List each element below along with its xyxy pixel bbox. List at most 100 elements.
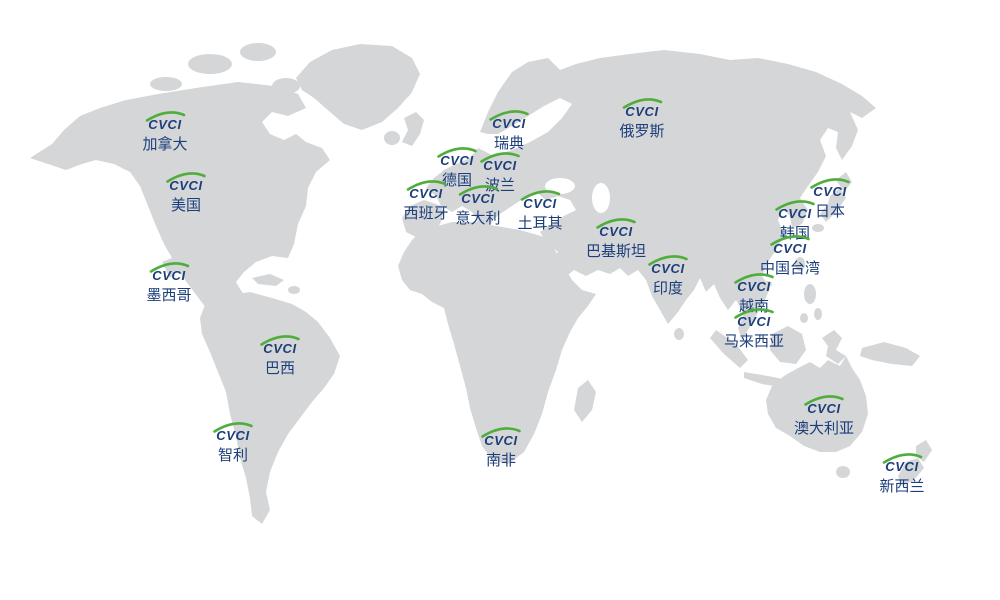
location-label: 日本 — [814, 203, 845, 220]
cvci-logo-arc-icon — [489, 110, 529, 121]
cvci-logo: CVCI — [734, 272, 774, 293]
cvci-logo-arc-icon — [481, 427, 521, 438]
cvci-logo-arc-icon — [166, 172, 206, 183]
landmass-iceland — [383, 84, 411, 100]
landmass-sumatra — [710, 330, 748, 368]
black-sea — [545, 178, 575, 194]
landmass-taiwan — [795, 257, 805, 271]
landmass-sulawesi — [822, 330, 846, 364]
cvci-logo-text: CVCI — [737, 314, 771, 329]
cvci-logo-text: CVCI — [773, 241, 807, 256]
cvci-logo-text: CVCI — [625, 104, 659, 119]
location-marker-russia: CVCI 俄罗斯 — [619, 97, 665, 141]
cvci-logo-text: CVCI — [778, 206, 812, 221]
cvci-logo: CVCI — [596, 217, 636, 238]
landmass-north-america — [30, 82, 330, 356]
location-label: 智利 — [217, 447, 248, 464]
landmass-arctic-island — [240, 43, 276, 61]
cvci-logo: CVCI — [260, 334, 300, 355]
location-marker-spain: CVCI 西班牙 — [403, 179, 449, 223]
location-label: 澳大利亚 — [793, 420, 855, 437]
cvci-logo-arc-icon — [145, 111, 185, 122]
cvci-logo-text: CVCI — [409, 186, 443, 201]
landmass-ireland — [384, 131, 400, 145]
cvci-logo: CVCI — [406, 179, 446, 200]
location-marker-germany: CVCI 德国 — [437, 146, 477, 190]
cvci-logo: CVCI — [437, 146, 477, 167]
cvci-logo-arc-icon — [622, 98, 662, 109]
landmass-japan-honshu — [820, 188, 846, 222]
cvci-logo: CVCI — [213, 421, 253, 442]
location-marker-turkey: CVCI 土耳其 — [517, 189, 563, 233]
landmass-africa — [398, 222, 596, 464]
cvci-logo-text: CVCI — [216, 428, 250, 443]
location-marker-mexico: CVCI 墨西哥 — [146, 261, 192, 305]
cvci-logo: CVCI — [882, 452, 922, 473]
location-marker-sweden: CVCI 瑞典 — [489, 109, 529, 153]
location-label: 波兰 — [484, 177, 515, 194]
location-label: 瑞典 — [493, 135, 524, 152]
cvci-logo-arc-icon — [406, 180, 446, 191]
landmass-eurasia — [402, 50, 876, 340]
landmass-australia — [766, 356, 868, 452]
cvci-logo-arc-icon — [648, 255, 688, 266]
cvci-logo-text: CVCI — [885, 459, 919, 474]
cvci-logo: CVCI — [480, 151, 520, 172]
cvci-logo-arc-icon — [480, 152, 520, 163]
cvci-logo: CVCI — [775, 199, 815, 220]
cvci-logo-text: CVCI — [523, 196, 557, 211]
location-marker-south-africa: CVCI 南非 — [481, 426, 521, 470]
cvci-logo-text: CVCI — [148, 117, 182, 132]
cvci-logo-arc-icon — [520, 190, 560, 201]
cvci-logo: CVCI — [458, 184, 498, 205]
location-marker-australia: CVCI 澳大利亚 — [794, 394, 854, 438]
location-marker-poland: CVCI 波兰 — [480, 151, 520, 195]
location-label: 西班牙 — [403, 205, 449, 222]
cvci-logo-text: CVCI — [461, 191, 495, 206]
location-label: 俄罗斯 — [619, 123, 665, 140]
cvci-logo-text: CVCI — [737, 279, 771, 294]
location-label: 南非 — [485, 452, 516, 469]
cvci-logo: CVCI — [520, 189, 560, 210]
cvci-logo: CVCI — [481, 426, 521, 447]
location-marker-usa: CVCI 美国 — [166, 171, 206, 215]
landmass-japan-hokkaido — [836, 172, 852, 192]
location-marker-taiwan-china: CVCI 中国台湾 — [760, 234, 820, 278]
landmass-sri-lanka — [674, 328, 684, 340]
location-marker-new-zealand: CVCI 新西兰 — [879, 452, 925, 496]
cvci-logo-text: CVCI — [152, 268, 186, 283]
cvci-logo: CVCI — [734, 307, 774, 328]
cvci-logo-arc-icon — [260, 335, 300, 346]
cvci-logo-text: CVCI — [484, 433, 518, 448]
landmass-philippines — [814, 308, 822, 320]
location-label: 土耳其 — [517, 215, 563, 232]
cvci-logo-text: CVCI — [813, 184, 847, 199]
cvci-logo-arc-icon — [213, 422, 253, 433]
cvci-logo-text: CVCI — [169, 178, 203, 193]
landmass-japan-kyushu — [812, 224, 824, 232]
cvci-logo: CVCI — [489, 109, 529, 130]
cvci-logo: CVCI — [770, 234, 810, 255]
landmass-greenland — [296, 44, 420, 130]
cvci-logo-text: CVCI — [599, 224, 633, 239]
location-marker-japan: CVCI 日本 — [810, 177, 850, 221]
location-marker-chile: CVCI 智利 — [213, 421, 253, 465]
location-label: 意大利 — [455, 210, 501, 227]
landmass-borneo — [770, 326, 806, 364]
landmass-hispaniola — [288, 286, 300, 294]
landmass-cuba — [252, 274, 284, 286]
cvci-logo-arc-icon — [596, 218, 636, 229]
cvci-logo: CVCI — [804, 394, 844, 415]
location-marker-malaysia: CVCI 马来西亚 — [724, 307, 784, 351]
cvci-logo: CVCI — [166, 171, 206, 192]
cvci-logo-arc-icon — [804, 395, 844, 406]
cvci-logo-arc-icon — [734, 273, 774, 284]
cvci-logo-text: CVCI — [263, 341, 297, 356]
cvci-logo-arc-icon — [882, 453, 922, 464]
landmass-madagascar — [574, 380, 596, 422]
location-label: 巴基斯坦 — [585, 243, 647, 260]
landmass-philippines — [804, 284, 816, 304]
landmass-philippines — [800, 313, 808, 323]
